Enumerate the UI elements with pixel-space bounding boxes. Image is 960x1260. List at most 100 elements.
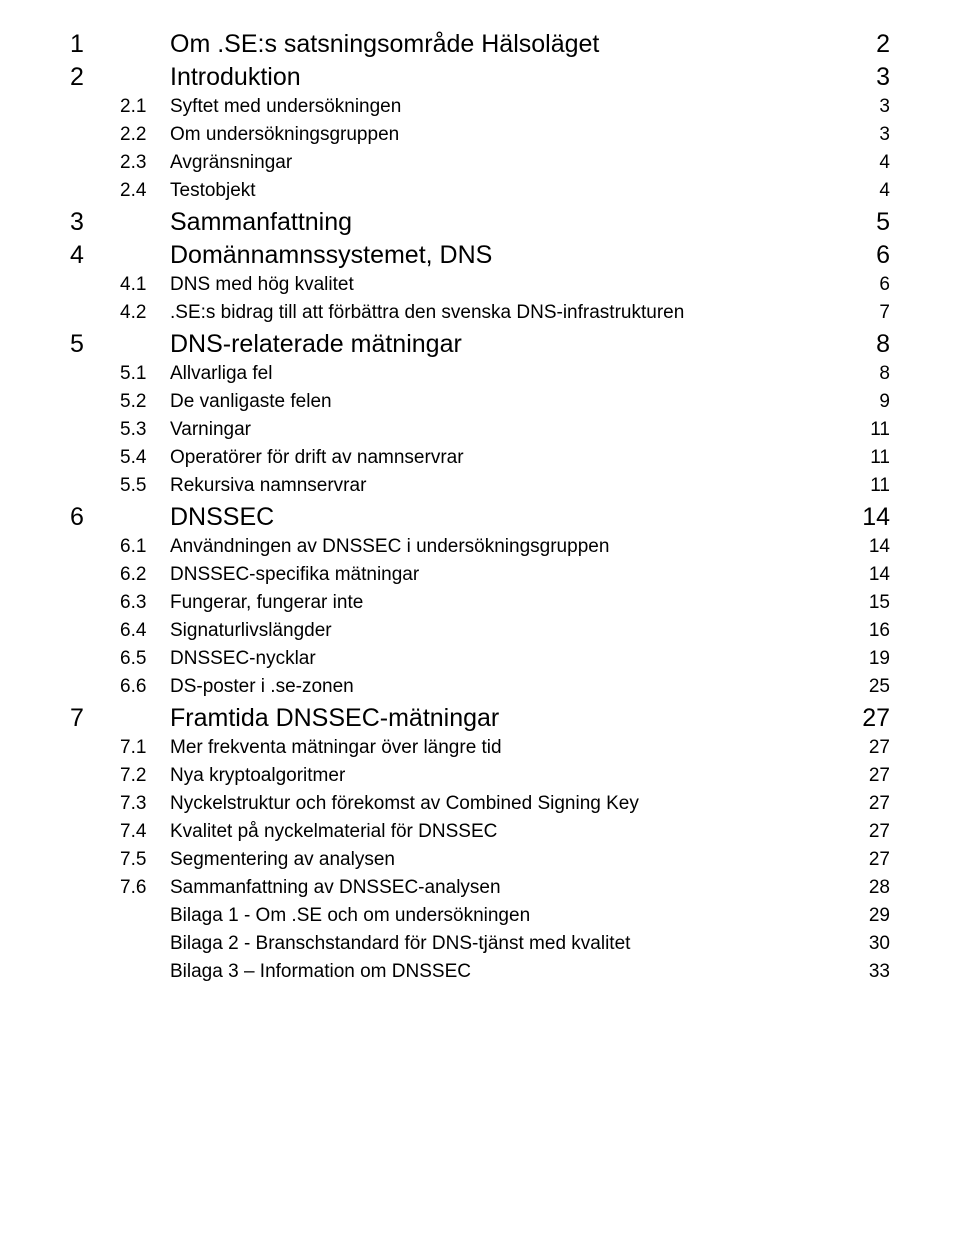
toc-row-section: 5.1Allvarliga fel8 (70, 363, 890, 385)
toc-row-section: 2.2Om undersökningsgruppen3 (70, 124, 890, 146)
toc-row-section: 7.4Kvalitet på nyckelmaterial för DNSSEC… (70, 821, 890, 843)
toc-page-number: 11 (850, 475, 890, 497)
toc-section-wrap: 7.2Nya kryptoalgoritmer (120, 765, 850, 787)
toc-appendix-title: Bilaga 2 - Branschstandard för DNS-tjäns… (70, 933, 850, 955)
toc-section-title: DS-poster i .se-zonen (170, 676, 850, 698)
toc-section-wrap: 7.1Mer frekventa mätningar över längre t… (120, 737, 850, 759)
toc-section-wrap: 2.1Syftet med undersökningen (120, 96, 850, 118)
toc-chapter-title: DNSSEC (120, 503, 850, 532)
toc-row-section: 2.1Syftet med undersökningen3 (70, 96, 890, 118)
toc-page-number: 4 (850, 152, 890, 174)
toc-section-number: 7.6 (120, 877, 170, 899)
toc-section-wrap: 6.1Användningen av DNSSEC i undersökning… (120, 536, 850, 558)
toc-section-wrap: 7.5Segmentering av analysen (120, 849, 850, 871)
toc-section-number: 7.1 (120, 737, 170, 759)
toc-chapter-number: 4 (70, 241, 120, 270)
toc-page-number: 2 (850, 30, 890, 59)
toc-section-wrap: 2.4Testobjekt (120, 180, 850, 202)
toc-row-section: 2.4Testobjekt4 (70, 180, 890, 202)
toc-section-title: Rekursiva namnservrar (170, 475, 850, 497)
toc-chapter-number: 7 (70, 704, 120, 733)
toc-row-chapter: 5DNS-relaterade mätningar8 (70, 330, 890, 359)
toc-section-number: 5.1 (120, 363, 170, 385)
toc-row-section: 7.3Nyckelstruktur och förekomst av Combi… (70, 793, 890, 815)
toc-section-wrap: 6.2DNSSEC-specifika mätningar (120, 564, 850, 586)
toc-section-title: Avgränsningar (170, 152, 850, 174)
toc-section-title: Sammanfattning av DNSSEC-analysen (170, 877, 850, 899)
toc-section-number: 2.3 (120, 152, 170, 174)
toc-chapter-number: 1 (70, 30, 120, 59)
toc-section-title: Mer frekventa mätningar över längre tid (170, 737, 850, 759)
toc-section-number: 7.3 (120, 793, 170, 815)
toc-page-number: 27 (850, 849, 890, 871)
toc-section-wrap: 7.4Kvalitet på nyckelmaterial för DNSSEC (120, 821, 850, 843)
toc-row-section: 6.6DS-poster i .se-zonen25 (70, 676, 890, 698)
toc-row-section: 4.1DNS med hög kvalitet6 (70, 274, 890, 296)
toc-row-section: 6.4Signaturlivslängder16 (70, 620, 890, 642)
toc-section-number: 6.6 (120, 676, 170, 698)
toc-page-number: 6 (850, 274, 890, 296)
toc-row-section: 6.2DNSSEC-specifika mätningar14 (70, 564, 890, 586)
toc-section-title: Fungerar, fungerar inte (170, 592, 850, 614)
toc-section-wrap: 7.3Nyckelstruktur och förekomst av Combi… (120, 793, 850, 815)
toc-row-section: 6.3Fungerar, fungerar inte15 (70, 592, 890, 614)
toc-row-section: 5.3Varningar11 (70, 419, 890, 441)
toc-page-number: 6 (850, 241, 890, 270)
toc-section-wrap: 7.6Sammanfattning av DNSSEC-analysen (120, 877, 850, 899)
toc-page-number: 25 (850, 676, 890, 698)
toc-section-wrap: 2.3Avgränsningar (120, 152, 850, 174)
toc-section-wrap: 5.4Operatörer för drift av namnservrar (120, 447, 850, 469)
toc-section-number: 7.4 (120, 821, 170, 843)
toc-section-title: Användningen av DNSSEC i undersökningsgr… (170, 536, 850, 558)
toc-chapter-number: 2 (70, 63, 120, 92)
toc-section-number: 6.5 (120, 648, 170, 670)
toc-section-number: 7.5 (120, 849, 170, 871)
toc-chapter-number: 6 (70, 503, 120, 532)
toc-row-appendix: Bilaga 2 - Branschstandard för DNS-tjäns… (70, 933, 890, 955)
toc-page-number: 27 (850, 704, 890, 733)
toc-row-chapter: 7Framtida DNSSEC-mätningar27 (70, 704, 890, 733)
toc-section-wrap: 5.5Rekursiva namnservrar (120, 475, 850, 497)
toc-page-number: 8 (850, 363, 890, 385)
toc-section-wrap: 4.1DNS med hög kvalitet (120, 274, 850, 296)
toc-section-title: Om undersökningsgruppen (170, 124, 850, 146)
toc-row-appendix: Bilaga 1 - Om .SE och om undersökningen2… (70, 905, 890, 927)
toc-page-number: 16 (850, 620, 890, 642)
toc-chapter-title: Domännamnssystemet, DNS (120, 241, 850, 270)
toc-section-title: De vanligaste felen (170, 391, 850, 413)
toc-section-number: 2.1 (120, 96, 170, 118)
toc-row-section: 5.2De vanligaste felen9 (70, 391, 890, 413)
toc-page-number: 8 (850, 330, 890, 359)
toc-page-number: 3 (850, 63, 890, 92)
toc-section-title: Segmentering av analysen (170, 849, 850, 871)
toc-section-wrap: 4.2.SE:s bidrag till att förbättra den s… (120, 302, 850, 324)
toc-row-section: 7.5Segmentering av analysen27 (70, 849, 890, 871)
toc-page-number: 27 (850, 793, 890, 815)
toc-row-chapter: 2Introduktion3 (70, 63, 890, 92)
toc-page-number: 14 (850, 536, 890, 558)
toc-appendix-title: Bilaga 1 - Om .SE och om undersökningen (70, 905, 850, 927)
toc-row-chapter: 4Domännamnssystemet, DNS6 (70, 241, 890, 270)
toc-page-number: 30 (850, 933, 890, 955)
toc-section-number: 5.5 (120, 475, 170, 497)
toc-section-title: Syftet med undersökningen (170, 96, 850, 118)
toc-section-title: .SE:s bidrag till att förbättra den sven… (170, 302, 850, 324)
toc-section-wrap: 6.5DNSSEC-nycklar (120, 648, 850, 670)
toc-section-number: 7.2 (120, 765, 170, 787)
toc-row-section: 5.4Operatörer för drift av namnservrar11 (70, 447, 890, 469)
toc-section-number: 4.1 (120, 274, 170, 296)
toc-chapter-title: DNS-relaterade mätningar (120, 330, 850, 359)
toc-page-number: 27 (850, 737, 890, 759)
toc-section-wrap: 5.3Varningar (120, 419, 850, 441)
toc-section-number: 4.2 (120, 302, 170, 324)
toc-page-number: 14 (850, 503, 890, 532)
toc-section-number: 5.3 (120, 419, 170, 441)
toc-row-section: 7.2Nya kryptoalgoritmer27 (70, 765, 890, 787)
toc-section-title: Signaturlivslängder (170, 620, 850, 642)
toc-section-title: Varningar (170, 419, 850, 441)
toc-appendix-title: Bilaga 3 – Information om DNSSEC (70, 961, 850, 983)
toc-chapter-title: Introduktion (120, 63, 850, 92)
toc-row-chapter: 1Om .SE:s satsningsområde Hälsoläget2 (70, 30, 890, 59)
toc-page-number: 27 (850, 821, 890, 843)
toc-page-number: 7 (850, 302, 890, 324)
